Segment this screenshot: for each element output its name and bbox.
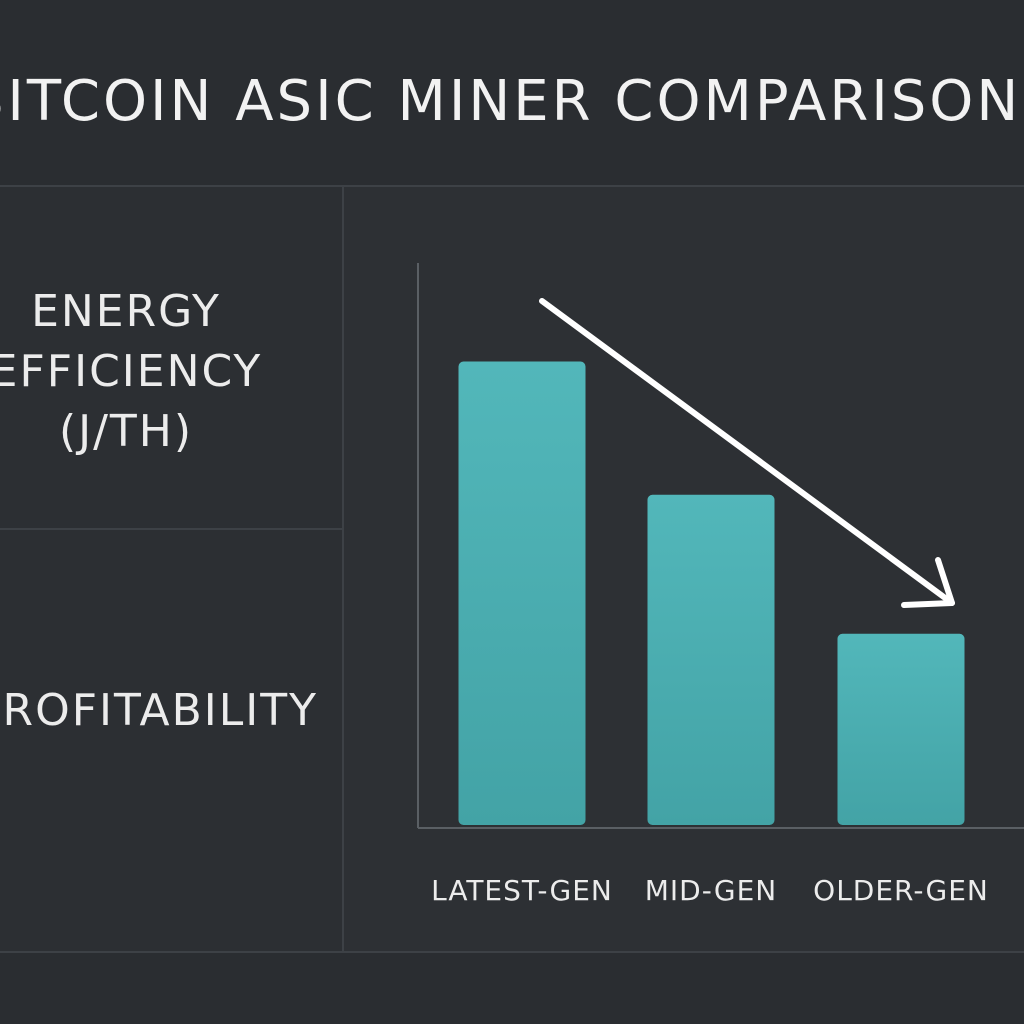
trend-arrow-head <box>901 557 955 608</box>
page-title: BITCOIN ASIC MINER COMPARISON <box>0 69 1022 134</box>
energy-efficiency-label: ENERGY EFFICIENCY (J/TH) <box>0 282 312 462</box>
energy-efficiency-label-line-3: (J/TH) <box>58 406 194 457</box>
trend-arrow <box>539 298 955 608</box>
x-tick-label-older-gen: OLDER-GEN <box>813 874 989 907</box>
x-tick-label-mid-gen: MID-GEN <box>645 874 777 907</box>
trend-arrow-shaft <box>539 298 955 606</box>
footer-divider <box>0 951 1024 953</box>
profitability-label: PROFITABILITY <box>0 685 318 736</box>
bar-latest-gen <box>458 361 586 825</box>
x-tick-label-latest-gen: LATEST-GEN <box>431 874 613 907</box>
chart-panel: LATEST-GEN MID-GEN OLDER-GEN <box>344 187 1024 951</box>
bar-chart: LATEST-GEN MID-GEN OLDER-GEN <box>417 263 1024 907</box>
header-divider <box>0 185 1024 187</box>
bar-mid-gen <box>647 494 775 825</box>
x-tick-labels: LATEST-GEN MID-GEN OLDER-GEN <box>431 874 989 907</box>
metric-label-panel: ENERGY EFFICIENCY (J/TH) PROFITABILITY <box>0 187 344 951</box>
energy-efficiency-label-line-1: ENERGY <box>31 286 221 337</box>
label-cell-divider <box>0 528 342 530</box>
energy-efficiency-label-line-2: EFFICIENCY <box>0 346 263 397</box>
bar-group <box>458 361 965 825</box>
bar-older-gen <box>837 633 965 825</box>
